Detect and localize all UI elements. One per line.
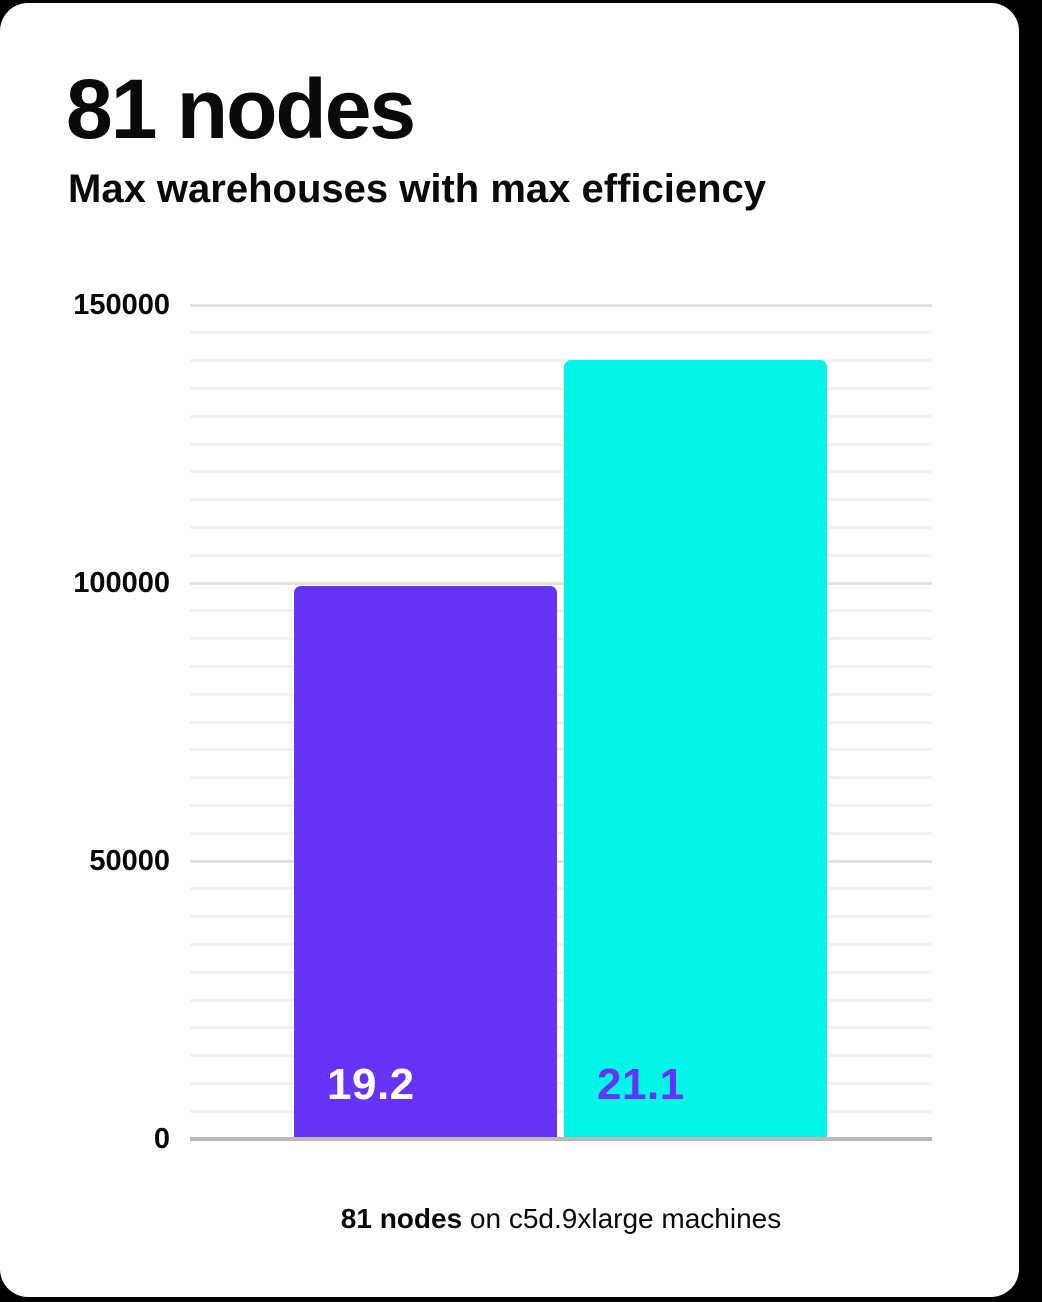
right-bar: 21.1: [564, 360, 827, 1137]
minor-gridline: [190, 470, 932, 474]
major-gridline: [190, 581, 932, 585]
minor-gridline: [190, 525, 932, 529]
minor-gridline: [190, 970, 932, 974]
minor-gridline: [190, 442, 932, 446]
minor-gridline: [190, 331, 932, 335]
major-gridline: [190, 303, 932, 307]
minor-gridline: [190, 1081, 932, 1085]
minor-gridline: [190, 1109, 932, 1113]
minor-gridline: [190, 609, 932, 613]
minor-gridline: [190, 803, 932, 807]
minor-gridline: [190, 831, 932, 835]
minor-gridline: [190, 1054, 932, 1058]
minor-gridline: [190, 1026, 932, 1030]
minor-gridline: [190, 748, 932, 752]
x-axis-baseline: [190, 1137, 932, 1141]
minor-gridline: [190, 692, 932, 696]
minor-gridline: [190, 414, 932, 418]
chart-caption: 81 nodes on c5d.9xlarge machines: [190, 1199, 932, 1239]
page-title: 81 nodes: [66, 62, 416, 156]
minor-gridline: [190, 942, 932, 946]
minor-gridline: [190, 553, 932, 557]
minor-gridline: [190, 664, 932, 668]
y-tick-label: 0: [153, 1123, 170, 1155]
chart-card: 81 nodes Max warehouses with max efficie…: [0, 3, 1019, 1297]
y-tick-label: 150000: [73, 289, 170, 321]
major-gridline: [190, 859, 932, 863]
minor-gridline: [190, 915, 932, 919]
minor-gridline: [190, 998, 932, 1002]
minor-gridline: [190, 887, 932, 891]
bar-chart: 0 50000 100000 150000 19.2 21.1 81 nodes on …: [0, 3, 1019, 1297]
caption-bold-text: 81 nodes: [340, 1203, 463, 1234]
left-bar: 19.2: [294, 585, 557, 1137]
plot-area: 19.2 21.1: [190, 303, 932, 1141]
y-tick-label: 50000: [89, 845, 170, 877]
y-tick-label: 100000: [73, 567, 170, 599]
page-subtitle: Max warehouses with max efficiency: [68, 167, 767, 211]
minor-gridline: [190, 720, 932, 724]
minor-gridline: [190, 386, 932, 390]
caption-regular-text: on c5d.9xlarge machines: [462, 1203, 782, 1234]
minor-gridline: [190, 637, 932, 641]
minor-gridline: [190, 776, 932, 780]
minor-gridline: [190, 498, 932, 502]
minor-gridline: [190, 359, 932, 363]
left-bar-value-label: 19.2: [327, 1060, 415, 1109]
right-bar-value-label: 21.1: [597, 1060, 685, 1109]
